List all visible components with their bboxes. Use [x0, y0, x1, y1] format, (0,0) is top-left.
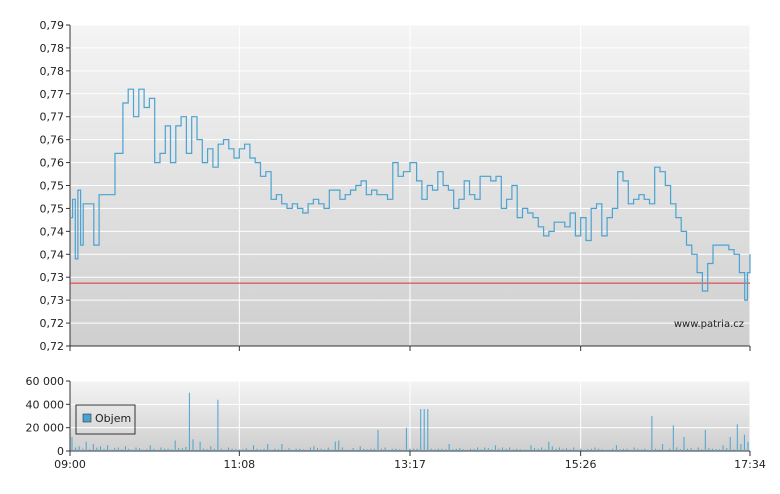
legend-swatch — [82, 413, 92, 423]
price-y-tick-label: 0,76 — [40, 134, 65, 147]
price-panel: 0,79 0,78 0,78 0,77 0,77 0,76 0,76 0,75 0,75 0,74… — [40, 19, 751, 353]
price-y-tick-label: 0,75 — [40, 202, 65, 215]
x-tick-label: 17:34 — [734, 458, 766, 471]
price-y-tick-label: 0,73 — [40, 271, 65, 284]
x-tick-label: 13:17 — [394, 458, 426, 471]
legend-label: Objem — [95, 412, 131, 425]
price-y-tick-label: 0,77 — [40, 111, 65, 124]
volume-y-tick-label: 0 — [57, 445, 64, 458]
price-y-tick-label: 0,78 — [40, 65, 65, 78]
x-tick-label: 15:26 — [565, 458, 597, 471]
volume-y-tick-label: 20 000 — [26, 422, 65, 435]
price-y-tick-label: 0,76 — [40, 157, 65, 170]
price-y-tick-label: 0,78 — [40, 42, 65, 55]
volume-x-labels: 09:00 11:08 13:17 15:26 17:34 — [54, 451, 766, 471]
watermark: www.patria.cz — [674, 319, 744, 330]
price-series-line — [70, 88, 751, 301]
price-y-tick-label: 0,72 — [40, 340, 65, 353]
legend: Objem — [75, 404, 136, 435]
volume-y-tick-label: 40 000 — [26, 398, 65, 411]
price-y-ticks: 0,79 0,78 0,78 0,77 0,77 0,76 0,76 0,75 0,75 0,74… — [40, 19, 70, 353]
legend-box — [75, 404, 136, 435]
price-y-tick-label: 0,79 — [40, 19, 65, 32]
volume-panel: 60 000 40 000 20 000 0 09:00 11:08 13:17 15:26… — [26, 375, 766, 471]
price-y-tick-label: 0,75 — [40, 180, 65, 193]
price-y-tick-label: 0,74 — [40, 248, 65, 261]
price-y-tick-label: 0,74 — [40, 225, 65, 238]
price-y-tick-label: 0,73 — [40, 294, 65, 307]
x-tick-label: 11:08 — [223, 458, 255, 471]
price-y-tick-label: 0,72 — [40, 317, 65, 330]
volume-bars — [71, 392, 749, 451]
x-tick-label: 09:00 — [54, 458, 86, 471]
volume-y-ticks: 60 000 40 000 20 000 0 — [26, 375, 70, 458]
price-y-tick-label: 0,77 — [40, 88, 65, 101]
price-x-ticks — [69, 346, 751, 351]
volume-y-tick-label: 60 000 — [26, 375, 65, 388]
